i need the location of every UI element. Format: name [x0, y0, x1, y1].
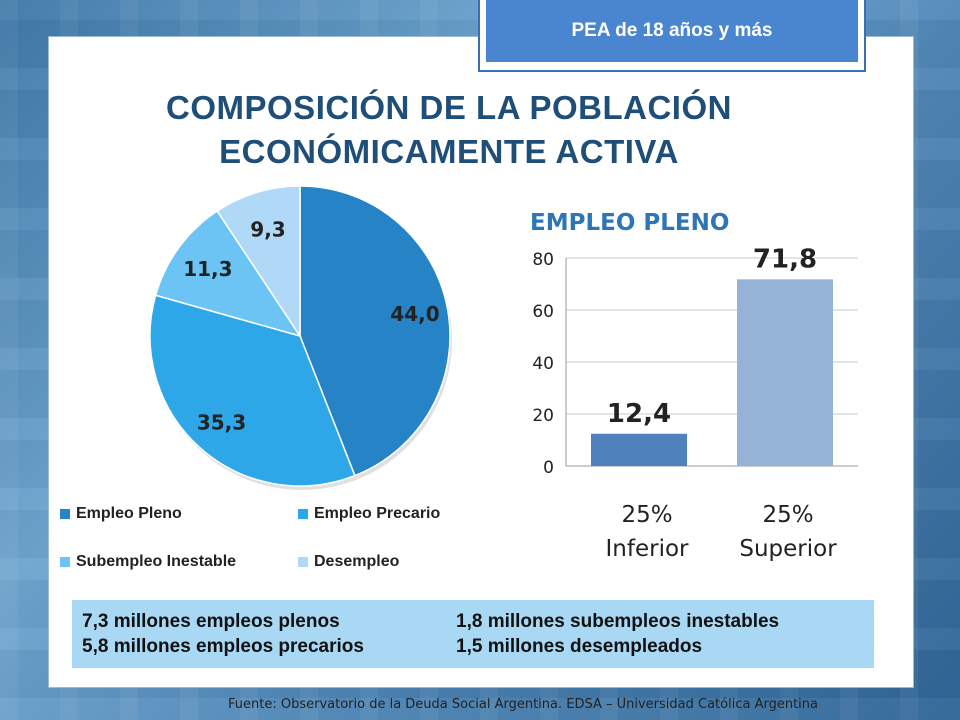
bar-inferior — [591, 433, 687, 466]
pie-slice-subempleo-inestable — [154, 209, 302, 338]
bar-value-inferior: 12,4 — [607, 399, 671, 429]
bar-value-superior: 71,8 — [753, 244, 817, 274]
pie-slice-empleo-precario — [149, 294, 356, 487]
y-tick-40: 40 — [532, 354, 554, 374]
bar-superior — [737, 279, 833, 466]
legend-swatch-subempleo-inestable — [60, 557, 70, 567]
slide-title-line-1: COMPOSICIÓN DE LA POBLACIÓN — [166, 89, 732, 126]
bar-category-superior-line-2: Superior — [739, 536, 837, 562]
y-tick-20: 20 — [532, 406, 554, 426]
bar-category-inferior-line-1: 25% — [621, 502, 673, 528]
bar-category-superior-line-1: 25% — [762, 502, 814, 528]
pie-slice-desempleo — [216, 185, 301, 339]
legend-swatch-empleo-precario — [298, 509, 308, 519]
legend-swatch-empleo-pleno — [60, 509, 70, 519]
summary-left-column: 7,3 millones empleos plenos 5,8 millones… — [82, 609, 364, 659]
legend-label-empleo-pleno: Empleo Pleno — [76, 505, 182, 522]
slide-title-line-2: ECONÓMICAMENTE ACTIVA — [219, 133, 679, 170]
summary-empleos-precarios: 5,8 millones empleos precarios — [82, 636, 364, 657]
slide-title: COMPOSICIÓN DE LA POBLACIÓN ECONÓMICAMEN… — [48, 86, 850, 174]
legend-swatch-desempleo — [298, 557, 308, 567]
pie-chart: 44,0 35,3 11,3 9,3 — [149, 185, 452, 490]
pie-label-empleo-pleno: 44,0 — [390, 302, 439, 326]
y-tick-60: 60 — [532, 302, 554, 322]
summary-right-column: 1,8 millones subempleos inestables 1,5 m… — [456, 609, 779, 659]
population-tag: PEA de 18 años y más — [478, 0, 866, 72]
legend-item-desempleo: Desempleo — [298, 553, 399, 571]
legend-item-empleo-pleno: Empleo Pleno — [60, 505, 182, 523]
legend-label-empleo-precario: Empleo Precario — [314, 505, 441, 522]
summary-subempleos-inestables: 1,8 millones subempleos inestables — [456, 611, 780, 632]
legend-label-subempleo-inestable: Subempleo Inestable — [76, 553, 237, 570]
population-tag-label: PEA de 18 años y más — [486, 0, 858, 62]
bar-chart-title: EMPLEO PLENO — [530, 210, 730, 236]
summary-desempleados: 1,5 millones desempleados — [456, 636, 703, 657]
legend-label-desempleo: Desempleo — [314, 553, 400, 570]
pie-label-desempleo: 9,3 — [250, 218, 285, 242]
bar-category-inferior-line-2: Inferior — [605, 536, 689, 562]
pie-legend: Empleo Pleno Empleo Precario Subempleo I… — [60, 505, 490, 575]
summary-empleos-plenos: 7,3 millones empleos plenos — [82, 611, 340, 632]
pie-label-empleo-precario: 35,3 — [197, 411, 246, 435]
pie-slice-empleo-pleno — [299, 185, 451, 477]
y-tick-0: 0 — [543, 458, 554, 478]
legend-item-subempleo-inestable: Subempleo Inestable — [60, 553, 236, 571]
bar-chart: 0 20 40 60 80 12,4 71,8 — [532, 244, 858, 478]
y-tick-80: 80 — [532, 250, 554, 270]
pie-label-subempleo-inestable: 11,3 — [183, 257, 232, 281]
legend-item-empleo-precario: Empleo Precario — [298, 505, 440, 523]
summary-box: 7,3 millones empleos plenos 5,8 millones… — [72, 600, 874, 668]
source-footer: Fuente: Observatorio de la Deuda Social … — [228, 697, 818, 712]
bar-category-inferior: 25% Inferior — [572, 498, 722, 566]
bar-category-superior: 25% Superior — [713, 498, 863, 566]
